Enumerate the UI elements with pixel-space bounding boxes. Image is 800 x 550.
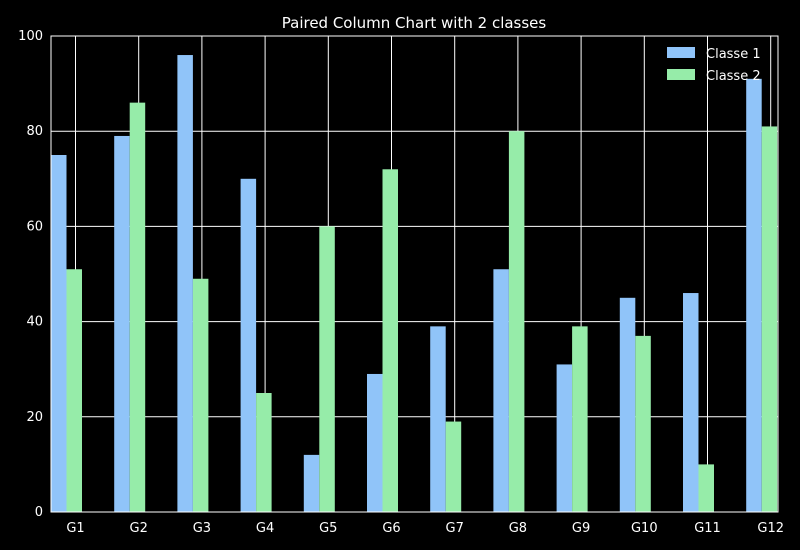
bar-classe-2-g3 (192, 278, 209, 512)
legend-swatch-classe-1 (667, 47, 695, 58)
plot-frame (50, 35, 779, 513)
bar-classe-1-g2 (114, 135, 130, 512)
bar-classe-1-g12 (746, 78, 762, 512)
bar-classe-1-g9 (556, 364, 573, 512)
bar-classe-1-g1 (51, 155, 67, 512)
x-tick-label: G4 (256, 521, 274, 536)
bar-classe-2-g7 (445, 421, 462, 512)
bar-classe-2-g8 (508, 131, 525, 512)
x-tick-label: G8 (509, 521, 527, 536)
bar-classe-1-g4 (240, 178, 257, 513)
y-tick-label: 80 (26, 124, 43, 139)
bar-classe-1-g10 (619, 297, 636, 512)
y-tick-label: 0 (35, 505, 43, 520)
x-tick-label: G3 (193, 521, 211, 536)
bar-classe-2-g4 (256, 393, 272, 512)
axis-ticks: 0 20 40 60 80 100 G1 G2 G3 G4 G5 G6 G7 G8 G9 G10 G11 G12 (18, 29, 784, 536)
bars (51, 55, 778, 513)
y-tick-label: 100 (18, 29, 43, 44)
bar-classe-2-g11 (698, 464, 714, 512)
chart-title: Paired Column Chart with 2 classes (282, 14, 547, 32)
bar-classe-1-g11 (683, 293, 699, 512)
bar-classe-2-g2 (129, 102, 146, 512)
grid-lines (51, 36, 778, 512)
bar-classe-2-g9 (572, 326, 588, 512)
legend-label-classe-1: Classe 1 (706, 47, 761, 62)
legend-label-classe-2: Classe 2 (706, 69, 761, 84)
x-tick-label: G7 (446, 521, 464, 536)
bar-classe-2-g1 (66, 269, 82, 512)
y-tick-label: 20 (26, 410, 43, 425)
x-tick-label: G11 (694, 521, 721, 536)
x-tick-label: G5 (319, 521, 337, 536)
x-tick-label: G6 (382, 521, 400, 536)
y-tick-label: 60 (26, 219, 43, 234)
bar-classe-1-g8 (493, 269, 509, 512)
x-tick-label: G10 (631, 521, 658, 536)
bar-classe-2-g6 (382, 169, 398, 512)
bar-classe-2-g12 (761, 126, 778, 512)
x-tick-label: G1 (66, 521, 84, 536)
x-tick-label: G2 (130, 521, 148, 536)
bar-classe-1-g5 (303, 454, 320, 512)
y-tick-label: 40 (26, 315, 43, 330)
legend: Classe 1 Classe 2 (667, 47, 761, 84)
bar-classe-2-g5 (319, 226, 335, 512)
legend-swatch-classe-2 (667, 69, 695, 80)
bar-classe-1-g6 (367, 373, 383, 512)
bar-classe-1-g3 (177, 55, 193, 512)
x-tick-label: G9 (572, 521, 590, 536)
x-tick-label: G12 (757, 521, 784, 536)
bar-classe-1-g7 (430, 326, 446, 512)
bar-classe-2-g10 (635, 335, 651, 512)
